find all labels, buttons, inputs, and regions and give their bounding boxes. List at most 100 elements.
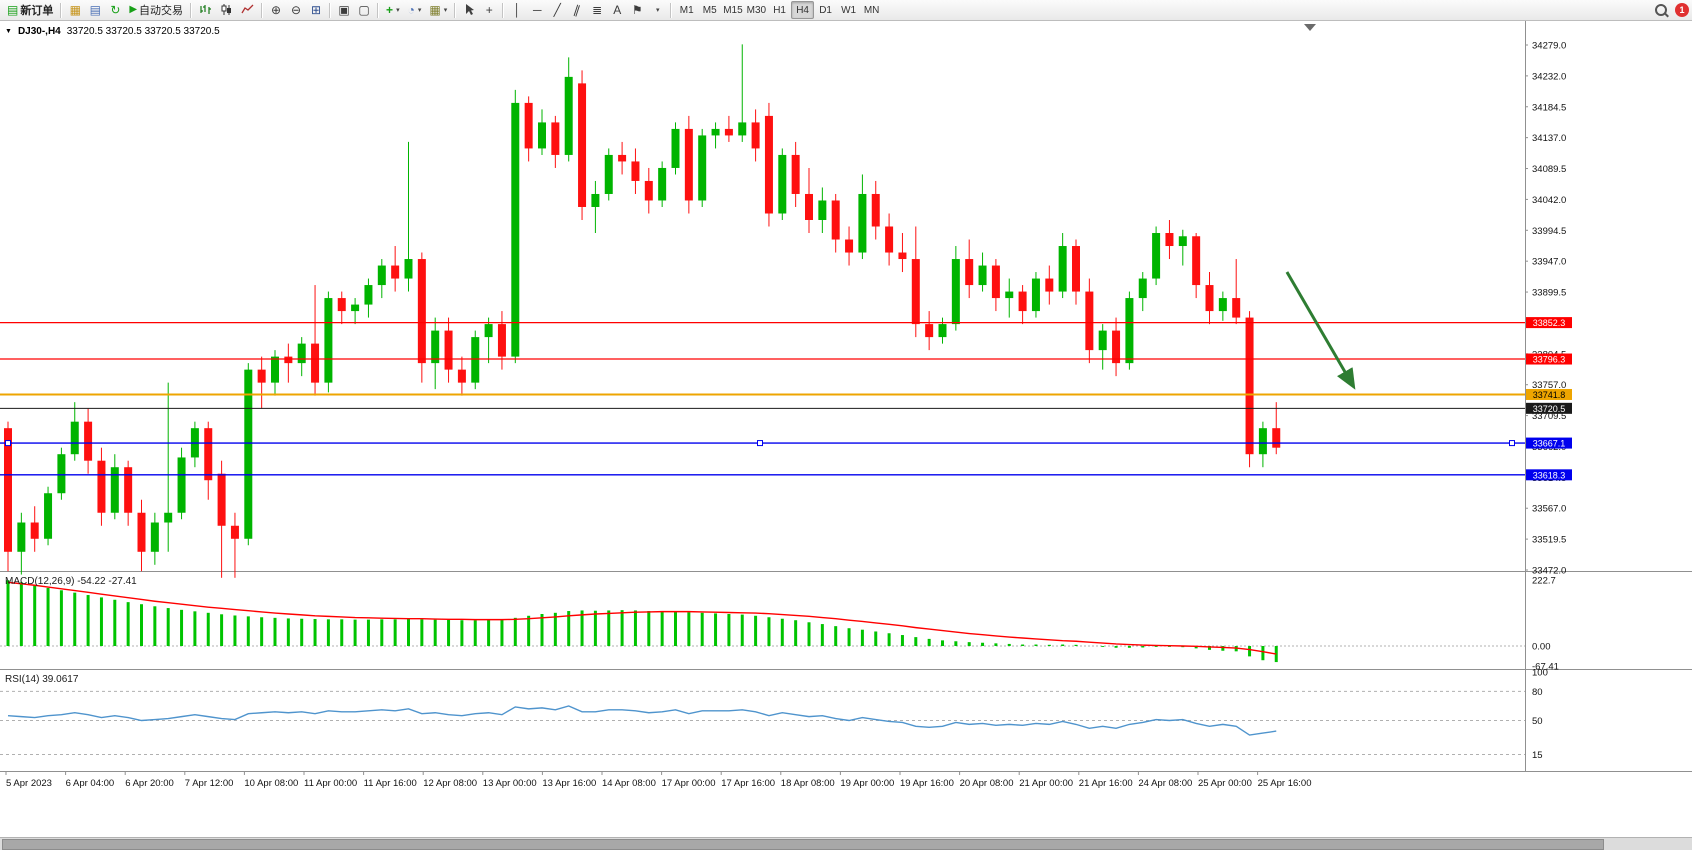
indicators-button[interactable]: + ▾: [382, 1, 404, 19]
profiles-icon: ▤: [89, 3, 102, 17]
clock-icon: ◔: [407, 3, 415, 17]
macd-signal-line[interactable]: [7, 581, 1277, 655]
svg-text:33899.5: 33899.5: [1532, 288, 1566, 299]
refresh-button[interactable]: ↻: [105, 1, 125, 19]
timeframe-m15-button[interactable]: M15: [721, 1, 744, 19]
separator: [190, 2, 193, 18]
separator: [454, 2, 457, 18]
label-tool-button[interactable]: ⚑: [627, 1, 647, 19]
refresh-icon: ↻: [110, 3, 121, 17]
autotrading-label: 自动交易: [139, 5, 184, 17]
svg-text:14 Apr 08:00: 14 Apr 08:00: [602, 778, 656, 789]
line-chart-button[interactable]: [237, 1, 258, 19]
svg-text:10 Apr 08:00: 10 Apr 08:00: [244, 778, 298, 789]
svg-text:100: 100: [1532, 668, 1548, 679]
chart-shift-marker[interactable]: [1304, 24, 1316, 31]
timeframe-mn-button[interactable]: MN: [860, 1, 883, 19]
cascade-windows-button[interactable]: ▢: [354, 1, 374, 19]
timeframe-h4-button[interactable]: H4: [791, 1, 815, 19]
label-flag-icon: ⚑: [631, 3, 643, 17]
charts-button[interactable]: ▦: [65, 1, 85, 19]
charts-icon: ▦: [69, 3, 82, 17]
svg-text:21 Apr 16:00: 21 Apr 16:00: [1079, 778, 1133, 789]
separator: [329, 2, 332, 18]
symbol-timeframe-label: DJ30-,H4: [17, 26, 61, 37]
hline-33618.3[interactable]: 33618.3: [0, 469, 1572, 481]
svg-text:21 Apr 00:00: 21 Apr 00:00: [1019, 778, 1073, 789]
autotrading-button[interactable]: ▶ 自动交易: [125, 1, 187, 19]
svg-text:33994.5: 33994.5: [1532, 226, 1566, 237]
bar-chart-button[interactable]: [195, 1, 216, 19]
timeframe-m30-button[interactable]: M30: [745, 1, 768, 19]
zoom-in-button[interactable]: ⊕: [266, 1, 286, 19]
zoom-out-button[interactable]: ⊖: [286, 1, 306, 19]
svg-text:33741.8: 33741.8: [1533, 390, 1566, 400]
svg-text:33852.3: 33852.3: [1533, 318, 1566, 328]
hline-33741.8[interactable]: 33741.8: [0, 388, 1572, 400]
svg-text:33567.0: 33567.0: [1532, 504, 1566, 515]
autotrading-play-icon: ▶: [129, 4, 138, 15]
svg-text:33519.5: 33519.5: [1532, 535, 1566, 546]
svg-text:25 Apr 00:00: 25 Apr 00:00: [1198, 778, 1252, 789]
hline-33720.5[interactable]: 33720.5: [0, 402, 1572, 414]
text-tool-button[interactable]: A: [607, 1, 627, 19]
separator: [377, 2, 380, 18]
fibonacci-icon: ≣: [592, 3, 603, 17]
horizontal-line-button[interactable]: ─: [527, 1, 547, 19]
horizontal-scrollbar[interactable]: [0, 837, 1692, 850]
macd-histogram[interactable]: [6, 580, 1278, 663]
bar-chart-icon: [199, 3, 212, 18]
cursor-button[interactable]: [459, 1, 479, 19]
rsi-line[interactable]: [7, 705, 1277, 736]
svg-text:33757.0: 33757.0: [1532, 380, 1566, 391]
shapes-dropdown-button[interactable]: ▾: [647, 1, 667, 19]
chevron-down-icon: ▾: [396, 7, 400, 14]
svg-text:-67.41: -67.41: [1532, 661, 1559, 672]
arrange-windows-button[interactable]: ▣: [334, 1, 354, 19]
candlestick-chart-icon: [220, 3, 233, 18]
tile-windows-button[interactable]: ⊞: [306, 1, 326, 19]
new-order-button[interactable]: ▤ 新订单: [3, 1, 57, 19]
down-arrow-annotation[interactable]: [1285, 271, 1356, 390]
timeframe-m5-button[interactable]: M5: [698, 1, 721, 19]
symbol-dropdown-icon[interactable]: ▼: [5, 28, 12, 35]
candlestick-chart-button[interactable]: [216, 1, 237, 19]
fibonacci-button[interactable]: ≣: [587, 1, 607, 19]
candlestick-series[interactable]: [4, 44, 1281, 578]
hline-33667.1[interactable]: 33667.1: [0, 437, 1572, 449]
price-axis[interactable]: 34279.0 34232.0 34184.5 34137.0 34089.5 34042…: [1525, 41, 1566, 577]
chevron-down-icon: ▾: [655, 7, 660, 14]
timeframe-h1-button[interactable]: H1: [768, 1, 791, 19]
hline-33796.3[interactable]: 33796.3: [0, 353, 1572, 365]
timeframe-w1-button[interactable]: W1: [837, 1, 860, 19]
time-axis[interactable]: 5 Apr 2023 6 Apr 04:00 6 Apr 20:00 7 Apr 12…: [5, 772, 1311, 789]
notification-badge[interactable]: 1: [1675, 3, 1689, 17]
svg-text:12 Apr 08:00: 12 Apr 08:00: [423, 778, 477, 789]
scrollbar-thumb[interactable]: [2, 839, 1604, 850]
cascade-windows-icon: ▢: [358, 3, 370, 17]
macd-name: MACD(12,26,9): [5, 576, 75, 587]
search-button[interactable]: [1651, 1, 1671, 19]
svg-text:222.7: 222.7: [1532, 576, 1556, 587]
vertical-line-button[interactable]: │: [507, 1, 527, 19]
crosshair-button[interactable]: +: [479, 1, 499, 19]
rsi-label: RSI(14) 39.0617: [5, 674, 78, 685]
channel-icon: ∥: [572, 2, 583, 18]
trendline-button[interactable]: ╱: [547, 1, 567, 19]
vertical-line-icon: │: [513, 3, 521, 17]
svg-text:34137.0: 34137.0: [1532, 133, 1566, 144]
svg-text:33720.5: 33720.5: [1533, 404, 1566, 414]
channel-button[interactable]: ∥: [567, 1, 587, 19]
new-order-label: 新订单: [20, 5, 54, 17]
profiles-button[interactable]: ▤: [85, 1, 105, 19]
svg-text:7 Apr 12:00: 7 Apr 12:00: [185, 778, 234, 789]
svg-text:34232.0: 34232.0: [1532, 71, 1566, 82]
templates-button[interactable]: ▦ ▾: [425, 1, 451, 19]
timeframe-m1-button[interactable]: M1: [675, 1, 698, 19]
periods-button[interactable]: ◔ ▾: [404, 1, 426, 19]
hline-33852.3[interactable]: 33852.3: [0, 317, 1572, 329]
macd-values: -54.22 -27.41: [77, 576, 137, 587]
svg-text:34089.5: 34089.5: [1532, 164, 1566, 175]
timeframe-d1-button[interactable]: D1: [814, 1, 837, 19]
